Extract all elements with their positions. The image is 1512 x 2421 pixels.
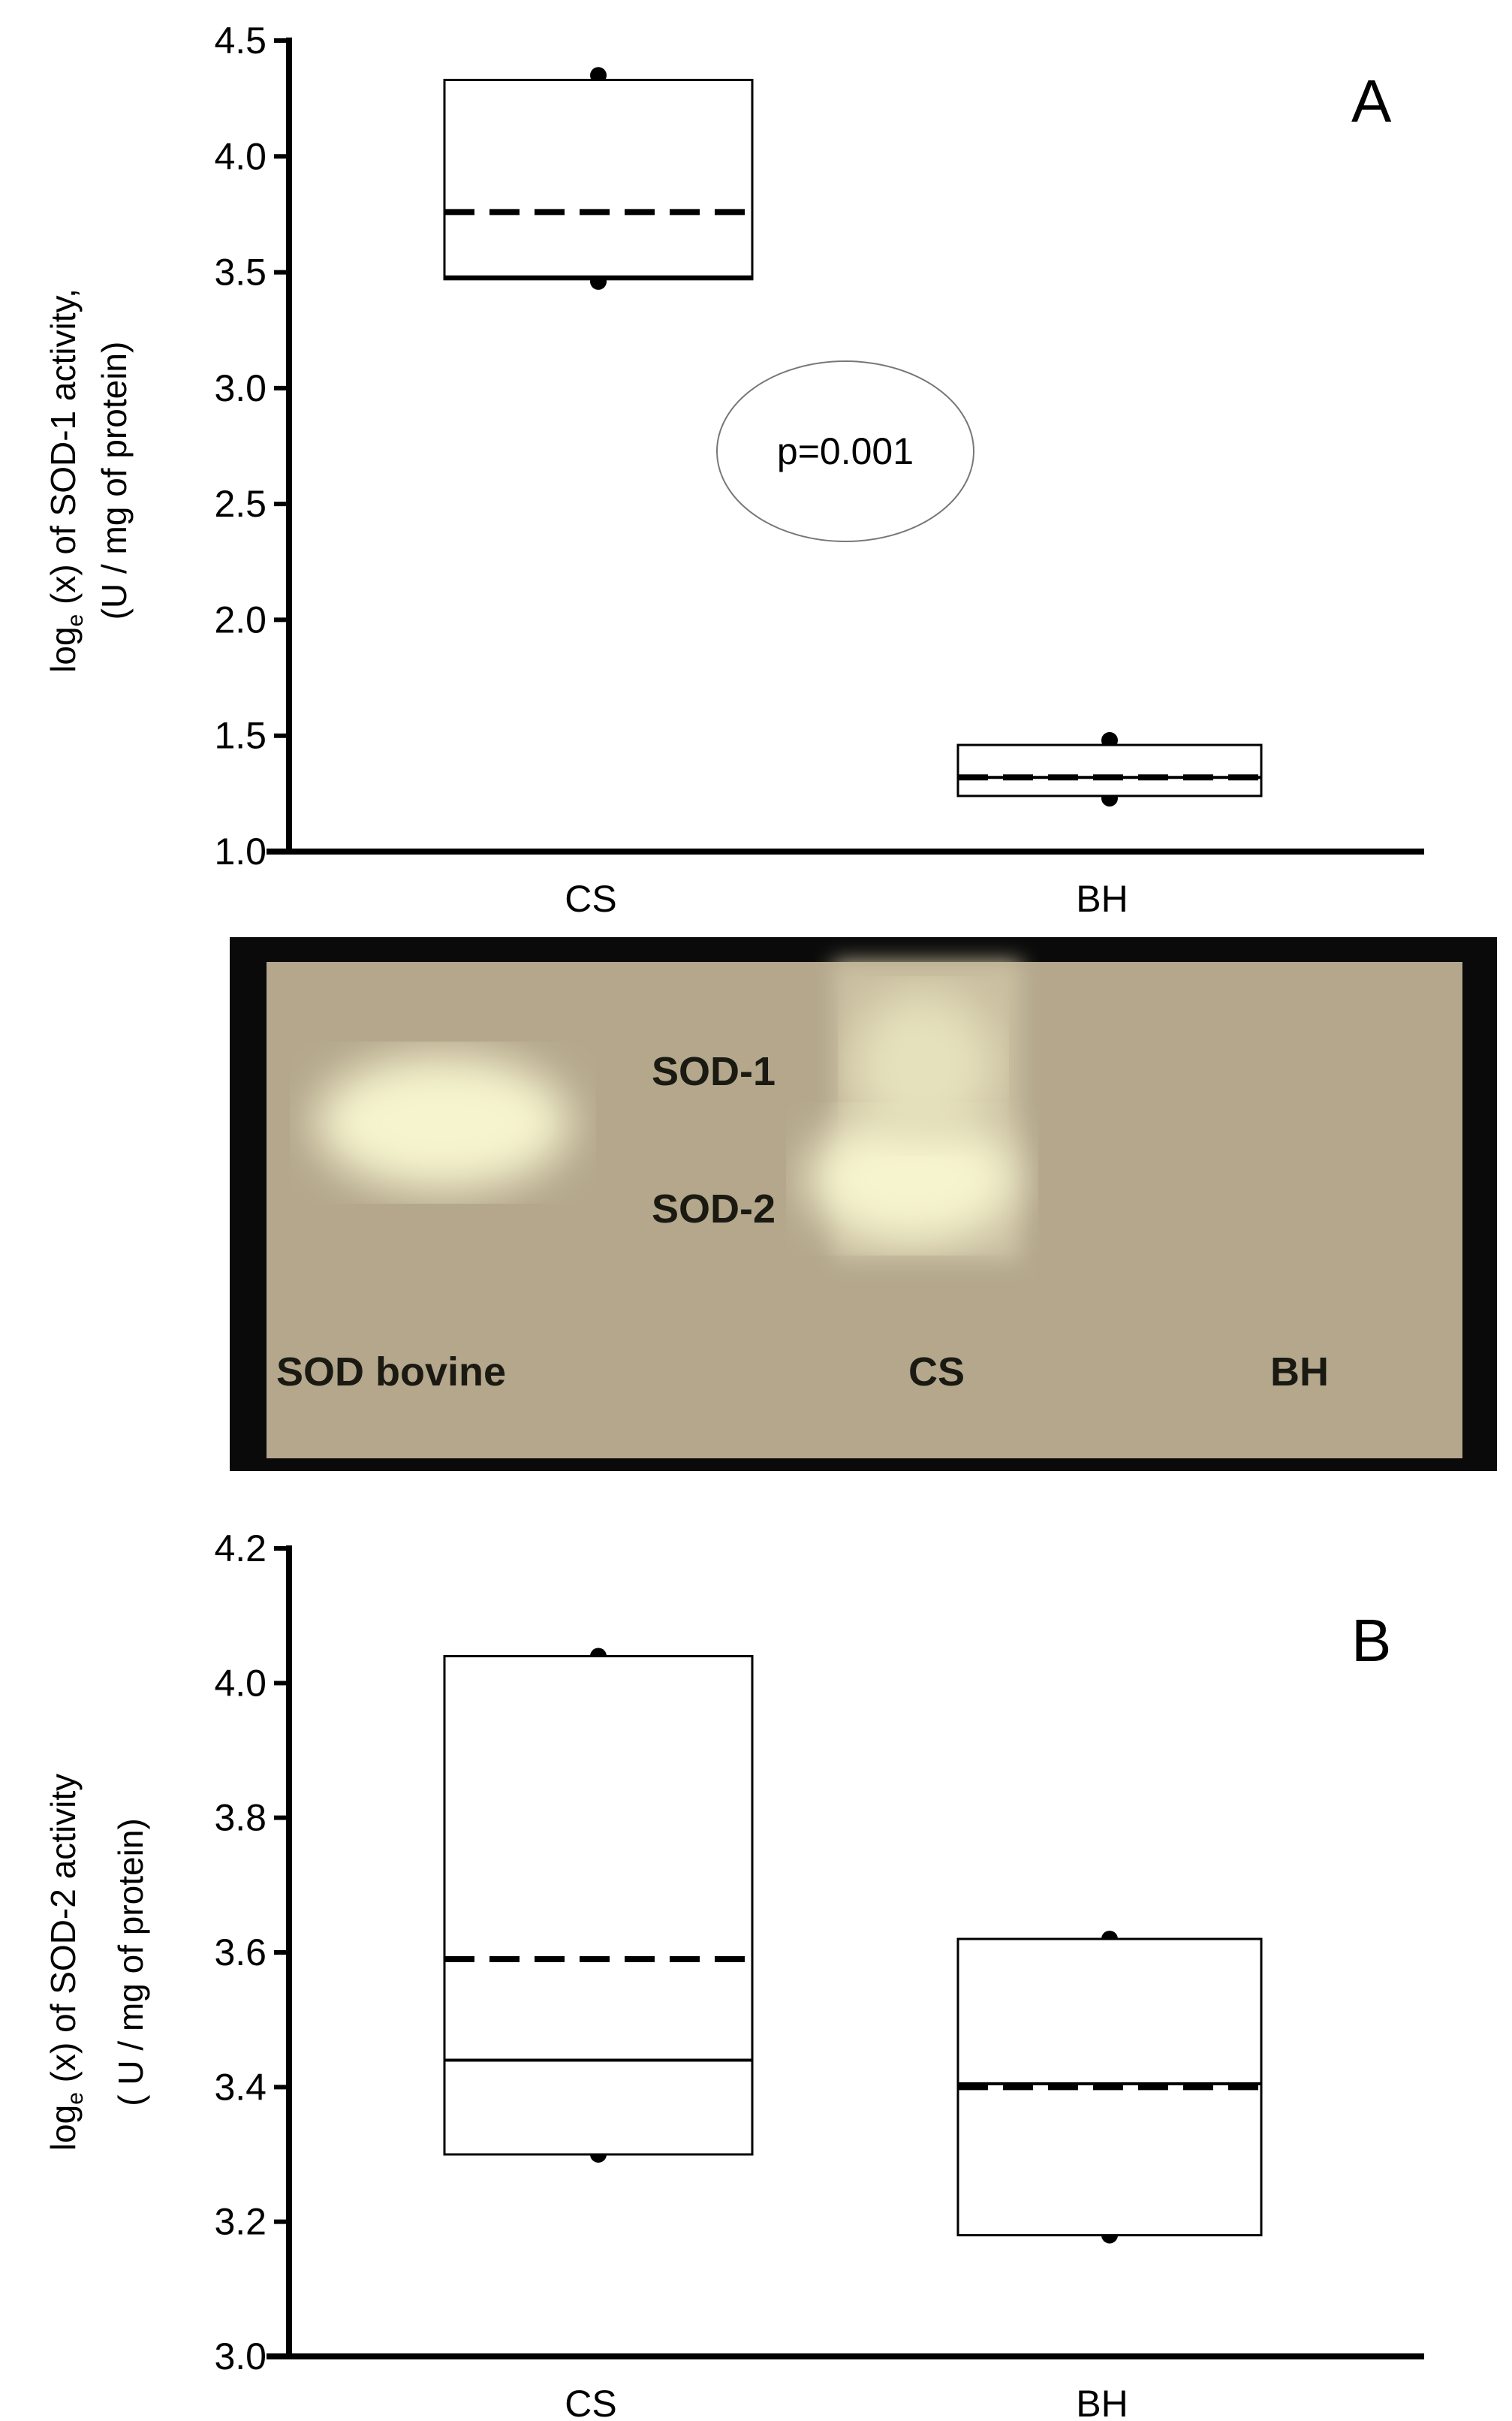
y-tick-label: 2.5 (214, 483, 267, 525)
x-tick-label: BH (1076, 2383, 1128, 2421)
y-tick-label: 3.8 (214, 1797, 267, 1839)
box (443, 78, 754, 281)
panel-label-b: B (1351, 1607, 1391, 1674)
gel-lane-label-bh: BH (1270, 1349, 1329, 1394)
y-tick-label: 3.5 (214, 252, 267, 294)
gel-band-cs-sod1 (852, 991, 995, 1141)
gel-band-sod-bovine (315, 1055, 571, 1190)
gel-lane-label-sod-bovine: SOD bovine (276, 1349, 506, 1394)
x-tick-label: CS (565, 878, 616, 920)
box (443, 1654, 754, 2156)
gel-label-sod2: SOD-2 (652, 1186, 776, 1232)
y-axis-label-b-line2: ( U / mg of protein) (111, 1818, 150, 2106)
y-tick-label: 2.0 (214, 598, 267, 641)
gel-image: SOD-1 SOD-2 SOD bovine CS BH (230, 937, 1497, 1471)
y-tick-label: 3.0 (214, 367, 267, 409)
panel-label-a: A (1351, 68, 1392, 134)
chart-a-sod1: 1.0 1.5 2.0 2.5 3.0 3.5 4.0 4.5 CS BH (214, 20, 1424, 920)
y-tick-label: 1.0 (214, 831, 267, 873)
y-tick-label: 4.0 (214, 1662, 267, 1704)
y-tick-label: 4.2 (214, 1527, 267, 1569)
y-tick-label: 1.5 (214, 715, 267, 757)
p-value-annotation: p=0.001 (777, 430, 914, 472)
y-axis-label-b-line1: loge (x) of SOD-2 activity (44, 1774, 88, 2151)
y-tick-label: 3.4 (214, 2066, 267, 2108)
x-tick-label: BH (1076, 878, 1128, 920)
gel-lane-label-cs: CS (908, 1349, 965, 1394)
box (956, 743, 1263, 797)
p-value-ellipse (716, 360, 974, 542)
y-tick-label: 3.2 (214, 2201, 267, 2243)
gel-band-cs-sod2 (807, 1115, 1017, 1243)
y-axis-label-a-line1: loge (x) of SOD-1 activity, (44, 288, 88, 673)
gel-label-sod1: SOD-1 (652, 1049, 776, 1094)
chart-b-sod2: 3.0 3.2 3.4 3.6 3.8 4.0 4.2 CS BH (214, 1527, 1424, 2421)
y-tick-label: 3.0 (214, 2335, 267, 2377)
y-tick-label: 4.0 (214, 135, 267, 177)
y-axis-label-a-line2: (U / mg of protein) (95, 342, 134, 620)
y-tick-label: 3.6 (214, 1931, 267, 1973)
y-tick-label: 4.5 (214, 20, 267, 62)
x-tick-label: CS (565, 2383, 616, 2421)
